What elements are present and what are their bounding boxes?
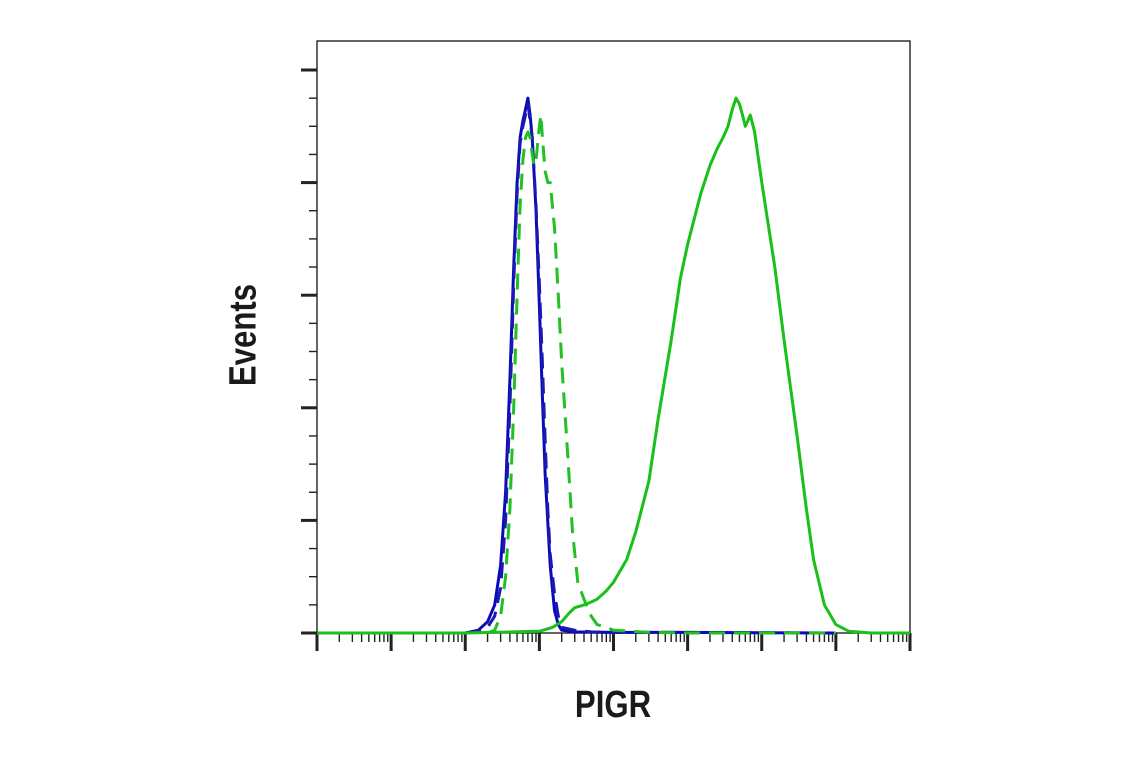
x-axis-label: PIGR (574, 684, 652, 726)
histogram-series (317, 96, 910, 635)
x-axis-ticks (315, 633, 912, 651)
y-axis-label: Events (222, 283, 265, 387)
series-line-3 (487, 113, 836, 635)
series-line-4 (317, 96, 910, 635)
plot-frame (316, 40, 911, 634)
y-axis-label-wrapper: Events (219, 165, 269, 505)
y-axis-ticks (301, 68, 317, 635)
